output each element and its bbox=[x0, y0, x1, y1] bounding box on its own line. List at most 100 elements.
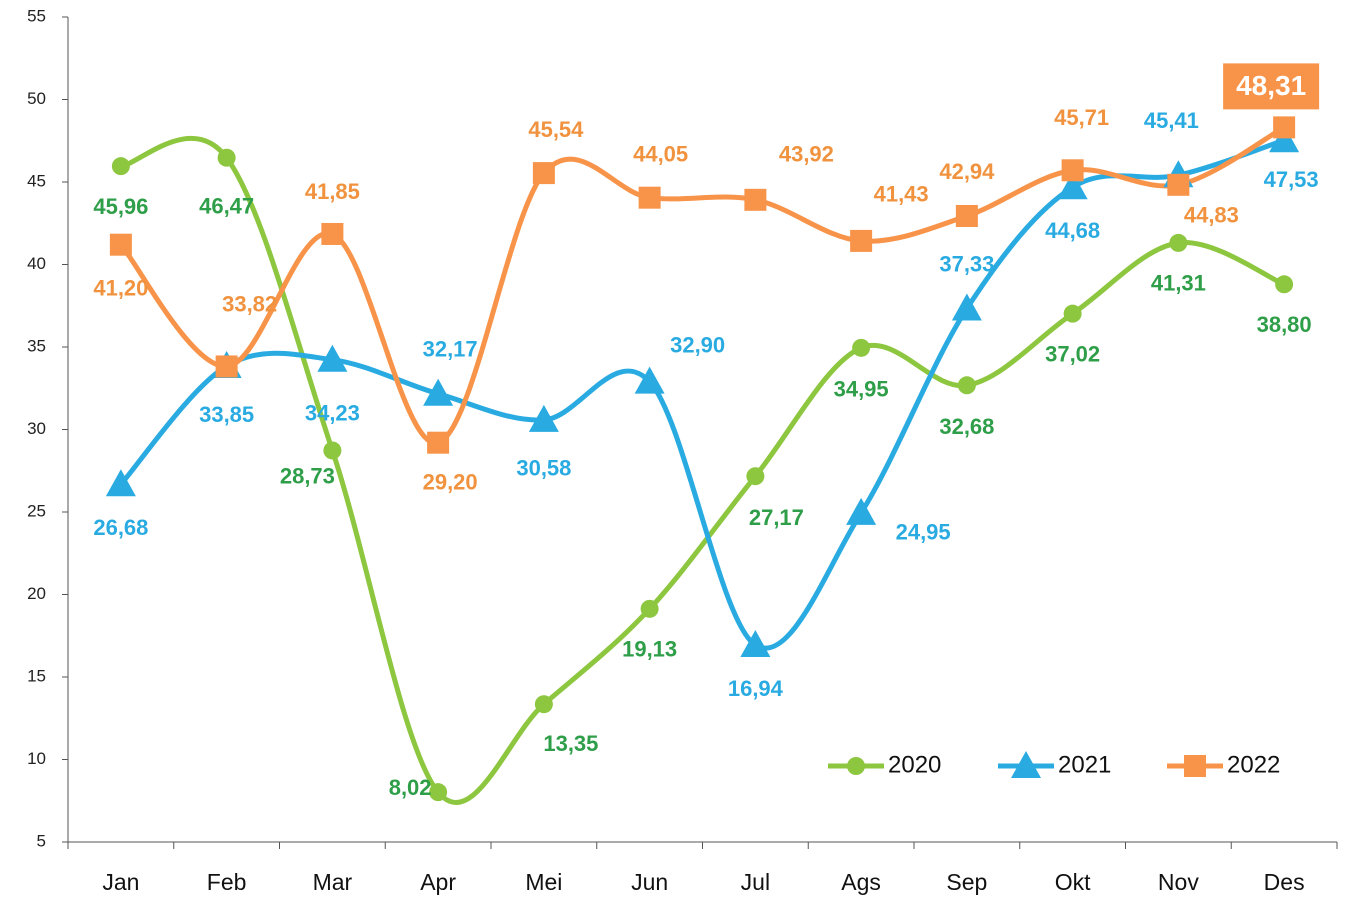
point-marker bbox=[638, 186, 661, 209]
y-tick-label: 45 bbox=[27, 171, 46, 190]
point-marker bbox=[850, 229, 873, 252]
data-label: 37,02 bbox=[1045, 341, 1100, 366]
x-tick-label: Feb bbox=[207, 869, 247, 895]
point-marker bbox=[1275, 275, 1294, 294]
point-marker bbox=[109, 233, 132, 256]
y-tick-label: 50 bbox=[27, 89, 46, 108]
data-label: 19,13 bbox=[622, 637, 677, 662]
point-marker bbox=[532, 162, 555, 185]
y-tick-label: 40 bbox=[27, 254, 46, 273]
y-tick-label: 20 bbox=[27, 584, 46, 603]
point-marker bbox=[951, 293, 982, 321]
point-marker bbox=[740, 629, 771, 657]
point-marker bbox=[746, 467, 765, 486]
data-label: 32,68 bbox=[939, 414, 994, 439]
data-label: 41,20 bbox=[93, 276, 148, 301]
point-marker bbox=[1273, 116, 1296, 139]
data-label: 48,31 bbox=[1236, 70, 1306, 101]
x-tick-label: Jan bbox=[102, 869, 139, 895]
legend-marker bbox=[1184, 755, 1206, 777]
data-label: 43,92 bbox=[779, 142, 834, 167]
point-marker bbox=[427, 431, 450, 454]
point-marker bbox=[323, 441, 342, 460]
x-tick-label: Nov bbox=[1158, 869, 1199, 895]
data-label: 28,73 bbox=[280, 463, 335, 488]
data-label: 45,54 bbox=[528, 117, 584, 142]
point-marker bbox=[744, 188, 767, 211]
point-marker bbox=[111, 157, 130, 176]
y-tick-label: 25 bbox=[27, 501, 46, 520]
data-label: 44,68 bbox=[1045, 218, 1100, 243]
x-tick-label: Mar bbox=[313, 869, 353, 895]
point-marker bbox=[321, 222, 344, 245]
point-marker bbox=[1169, 233, 1188, 252]
data-label: 44,05 bbox=[633, 141, 688, 166]
data-label: 45,41 bbox=[1144, 108, 1199, 133]
point-marker bbox=[846, 497, 877, 525]
point-marker bbox=[429, 783, 448, 802]
legend-label: 2021 bbox=[1058, 751, 1111, 778]
data-label: 16,94 bbox=[728, 676, 784, 701]
point-marker bbox=[634, 366, 665, 394]
x-tick-label: Ags bbox=[841, 869, 881, 895]
data-label: 8,02 bbox=[389, 775, 432, 800]
legend-label: 2020 bbox=[888, 751, 941, 778]
data-label: 26,68 bbox=[93, 515, 148, 540]
data-label: 32,90 bbox=[670, 332, 725, 357]
data-label: 24,95 bbox=[896, 520, 951, 545]
x-tick-label: Sep bbox=[946, 869, 987, 895]
y-tick-label: 10 bbox=[27, 749, 46, 768]
point-marker bbox=[957, 376, 976, 395]
point-marker bbox=[1167, 173, 1190, 196]
data-label: 45,71 bbox=[1054, 105, 1109, 130]
point-marker bbox=[534, 695, 553, 714]
legend-marker bbox=[847, 757, 865, 775]
data-label: 45,96 bbox=[93, 194, 148, 219]
point-marker bbox=[1063, 304, 1082, 323]
data-label: 33,85 bbox=[199, 402, 254, 427]
data-label: 29,20 bbox=[423, 470, 478, 495]
point-marker bbox=[317, 344, 348, 372]
point-marker bbox=[215, 355, 238, 378]
point-marker bbox=[640, 599, 659, 618]
y-tick-label: 55 bbox=[27, 6, 46, 25]
x-tick-label: Apr bbox=[420, 869, 456, 895]
data-label: 38,80 bbox=[1257, 312, 1312, 337]
data-label: 46,47 bbox=[199, 194, 254, 219]
x-tick-label: Jun bbox=[631, 869, 668, 895]
label-highlight bbox=[1223, 63, 1320, 110]
y-tick-label: 15 bbox=[27, 666, 46, 685]
series-line bbox=[118, 137, 1287, 651]
data-label: 47,53 bbox=[1264, 167, 1319, 192]
x-tick-label: Okt bbox=[1055, 869, 1091, 895]
data-label: 44,83 bbox=[1184, 203, 1239, 228]
data-label: 32,17 bbox=[423, 337, 478, 362]
data-label: 41,85 bbox=[305, 179, 360, 204]
point-marker bbox=[955, 204, 978, 227]
y-tick-label: 5 bbox=[37, 831, 46, 850]
x-tick-label: Mei bbox=[525, 869, 562, 895]
y-tick-label: 35 bbox=[27, 336, 46, 355]
point-marker bbox=[423, 378, 454, 406]
data-label: 27,17 bbox=[749, 505, 804, 530]
point-marker bbox=[1269, 125, 1300, 153]
data-label: 41,31 bbox=[1151, 271, 1206, 296]
point-marker bbox=[528, 404, 559, 432]
legend-label: 2022 bbox=[1227, 751, 1280, 778]
point-marker bbox=[217, 148, 236, 167]
data-label: 41,43 bbox=[874, 182, 929, 207]
x-tick-label: Jul bbox=[741, 869, 770, 895]
data-label: 34,23 bbox=[305, 401, 360, 426]
point-marker bbox=[105, 469, 136, 497]
data-label: 33,82 bbox=[222, 291, 277, 316]
legend-marker bbox=[1011, 751, 1041, 778]
point-marker bbox=[1061, 159, 1084, 182]
data-label: 34,95 bbox=[834, 377, 889, 402]
point-marker bbox=[1057, 172, 1088, 200]
y-tick-label: 30 bbox=[27, 419, 46, 438]
point-marker bbox=[852, 338, 871, 357]
data-label: 42,94 bbox=[939, 159, 995, 184]
data-label: 37,33 bbox=[939, 251, 994, 276]
data-label: 30,58 bbox=[516, 456, 571, 481]
